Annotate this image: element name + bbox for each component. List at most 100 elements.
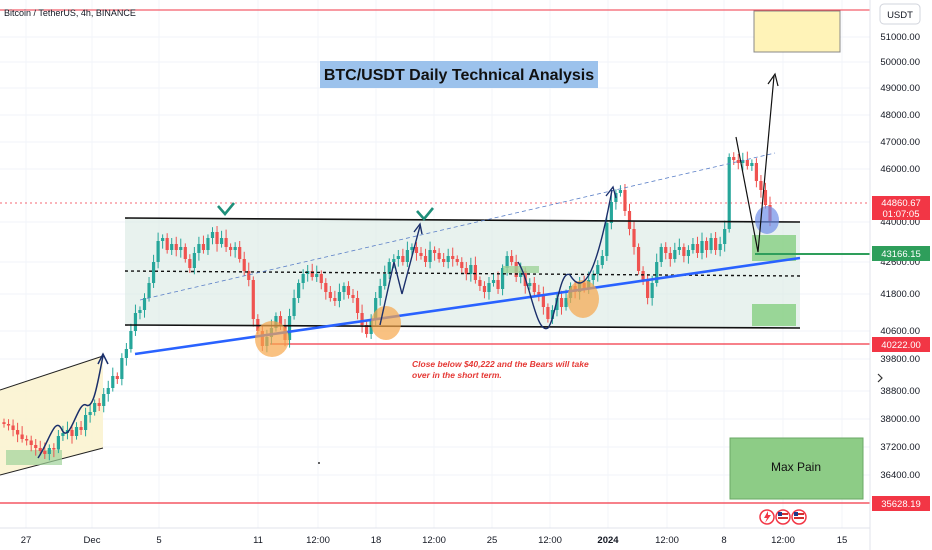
title-box	[320, 61, 598, 88]
candle-body	[29, 440, 33, 445]
y-tick-label: 48000.00	[880, 110, 920, 121]
candle-body	[133, 313, 138, 331]
blue-circle	[755, 206, 779, 234]
candle-body	[156, 241, 160, 262]
candle-body	[519, 271, 523, 277]
arrow-head-left	[97, 352, 109, 365]
candle-body	[61, 433, 65, 436]
candle-body	[451, 256, 455, 259]
candle-body	[496, 280, 500, 289]
y-tick-label: 39800.00	[880, 354, 920, 365]
support-line	[134, 256, 801, 356]
x-tick-label: 12:00	[655, 535, 679, 546]
candle-body	[215, 232, 219, 244]
candle-body	[287, 316, 292, 340]
candle-body	[609, 202, 613, 223]
y-tick-label: 50000.00	[880, 57, 920, 68]
x-tick-label: 15	[837, 535, 848, 546]
candle-body	[346, 286, 351, 295]
candle-body	[714, 238, 718, 250]
candle-body	[464, 268, 468, 274]
candle-body	[632, 229, 636, 247]
annotation-line-1: Close below $40,222 and the Bears will t…	[412, 359, 589, 369]
current-price-value: 44860.67	[881, 198, 921, 209]
y-tick-label: 37200.00	[880, 442, 920, 453]
candle-body	[759, 181, 763, 190]
candle-body	[505, 256, 509, 268]
channel-bottom-line	[124, 324, 801, 329]
candle-body	[88, 412, 92, 415]
candle-body	[700, 241, 704, 253]
candle-body	[97, 403, 101, 406]
currency-badge[interactable]	[879, 3, 921, 25]
x-tick-label: 25	[487, 535, 498, 546]
candle-body	[301, 274, 305, 283]
candle-body	[414, 247, 419, 253]
red-mid-value: 40222.00	[881, 340, 921, 351]
red-low-value: 35628.19	[881, 499, 921, 510]
y-tick-label: 51000.00	[880, 32, 920, 43]
current-price-tag	[872, 196, 930, 220]
candle-body	[229, 247, 233, 250]
candle-body	[423, 256, 428, 262]
price-axis[interactable]: 51000.00 50000.00 49000.00 48000.00 47000.00…	[880, 32, 920, 481]
candle-body	[446, 256, 450, 262]
green-level-tag	[872, 246, 930, 261]
y-tick-label: 44000.00	[880, 217, 920, 228]
candle-body	[115, 376, 119, 379]
candle-body	[124, 349, 128, 358]
candle-body	[315, 274, 319, 277]
candle-body	[473, 265, 477, 280]
check-mark-1	[217, 202, 236, 217]
candle-body	[233, 247, 237, 250]
countdown-value: 01:07:05	[883, 209, 920, 220]
y-tick-label: 40600.00	[880, 326, 920, 337]
candle-body	[686, 250, 691, 256]
candle-body	[732, 157, 736, 160]
candle-body	[93, 403, 97, 412]
candle-body	[627, 211, 632, 229]
candle-body	[342, 286, 346, 292]
us-flag-icon[interactable]	[775, 509, 791, 525]
green-zone-lower	[752, 304, 796, 326]
red-low-tag	[872, 496, 930, 511]
candle-body	[2, 422, 6, 424]
candle-body	[401, 256, 405, 262]
time-axis[interactable]: 27 Dec 5 11 12:00 18 12:00 25 12:00 2024 12:00 8 12:…	[21, 535, 848, 546]
candle-body	[34, 445, 38, 448]
candle-body	[383, 274, 387, 286]
annotation-line-2: over in the short term.	[412, 370, 502, 380]
orange-circle-3	[567, 280, 599, 318]
lightning-glyph	[764, 511, 771, 523]
candle-body	[11, 425, 15, 430]
candle-body	[677, 247, 681, 250]
candle-body	[695, 244, 700, 253]
candle-body	[151, 262, 156, 283]
candle-body	[333, 298, 337, 301]
candle-body	[206, 238, 210, 250]
candle-body	[251, 280, 255, 319]
currency-label: USDT	[887, 10, 913, 21]
candle-body	[482, 286, 487, 292]
scroll-marker[interactable]	[877, 373, 883, 383]
green-level-value: 43166.15	[881, 249, 921, 260]
dashed-trend-line	[139, 152, 776, 301]
x-tick-label: 12:00	[422, 535, 446, 546]
candle-body	[129, 331, 133, 349]
check-mark-2	[416, 207, 435, 222]
projection-path-right	[517, 189, 613, 330]
candle-body	[6, 424, 11, 426]
us-flag-icon[interactable]	[791, 509, 807, 525]
x-tick-label: 11	[253, 535, 263, 546]
candle-body	[623, 190, 627, 211]
red-mid-tag	[872, 337, 930, 352]
y-tick-label: 36400.00	[880, 470, 920, 481]
candle-body	[532, 283, 536, 292]
candle-body	[741, 160, 745, 163]
candle-body	[691, 244, 695, 250]
candle-body	[328, 292, 332, 298]
projection-path-breakout	[735, 75, 775, 253]
candle-body	[106, 388, 110, 394]
y-tick-label: 38800.00	[880, 386, 920, 397]
